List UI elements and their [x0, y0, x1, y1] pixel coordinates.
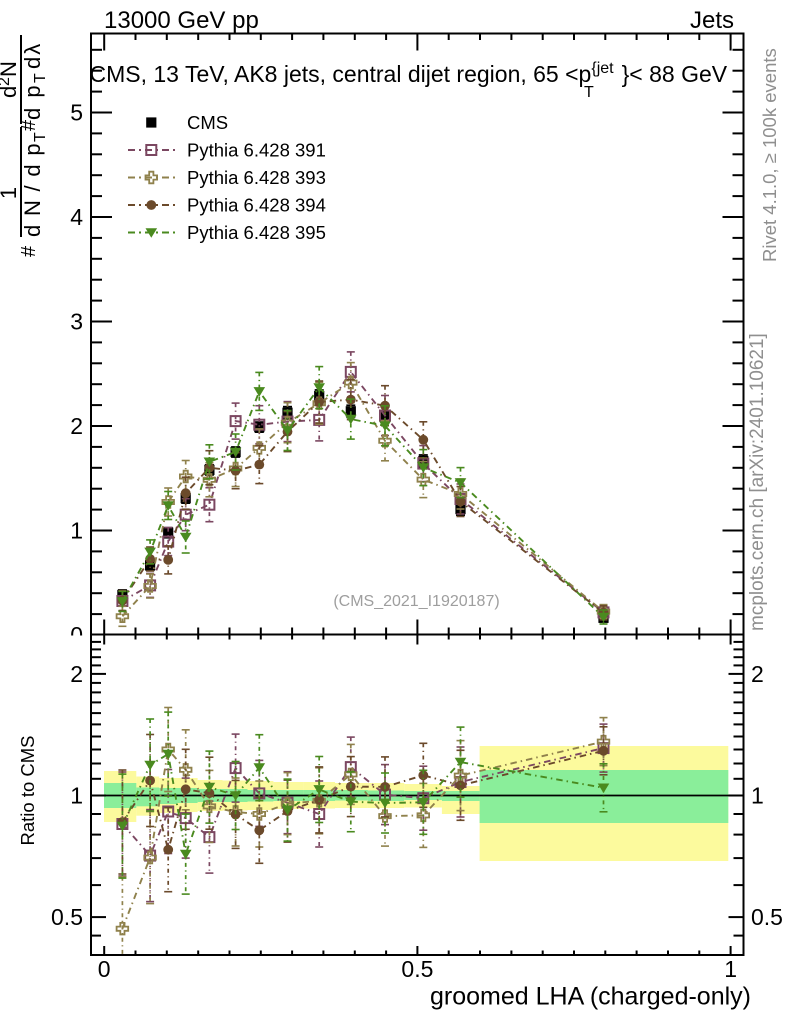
svg-text:1: 1	[70, 518, 83, 544]
svg-text:0.5: 0.5	[401, 956, 433, 982]
svg-text:T: T	[584, 84, 594, 101]
svg-text:2: 2	[70, 661, 83, 687]
svg-text:#: #	[18, 119, 40, 131]
svg-text:0.5: 0.5	[751, 904, 783, 930]
svg-text:(CMS_2021_I1920187): (CMS_2021_I1920187)	[333, 593, 499, 610]
svg-text:d: d	[0, 86, 21, 98]
svg-text:1: 1	[70, 783, 83, 809]
svg-text:2: 2	[70, 413, 83, 439]
svg-text:Ratio to CMS: Ratio to CMS	[17, 735, 38, 845]
svg-text:mcplots.cern.ch [arXiv:2401.10: mcplots.cern.ch [arXiv:2401.10621]	[747, 333, 768, 631]
svg-text:Pythia 6.428 394: Pythia 6.428 394	[187, 195, 326, 216]
svg-text:d N / d p: d N / d p	[20, 142, 45, 237]
svg-text:#: #	[18, 245, 40, 257]
svg-text:3: 3	[70, 309, 83, 335]
svg-text:1: 1	[0, 187, 21, 199]
svg-text:Pythia 6.428 395: Pythia 6.428 395	[187, 222, 326, 243]
svg-text:Jets: Jets	[690, 7, 734, 34]
svg-text:4: 4	[70, 204, 83, 230]
svg-text:Rivet 4.1.0, ≥ 100k events: Rivet 4.1.0, ≥ 100k events	[759, 48, 780, 262]
svg-text:CMS, 13 TeV, AK8 jets, central: CMS, 13 TeV, AK8 jets, central dijet reg…	[90, 60, 728, 87]
svg-text:N: N	[0, 61, 21, 77]
svg-text:1: 1	[724, 956, 737, 982]
svg-text:2: 2	[0, 77, 13, 86]
svg-text:13000 GeV pp: 13000 GeV pp	[104, 7, 259, 34]
svg-text:groomed LHA (charged-only): groomed LHA (charged-only)	[430, 983, 751, 1011]
svg-text:0.5: 0.5	[51, 904, 83, 930]
svg-text:CMS: CMS	[187, 112, 228, 133]
svg-text:Pythia 6.428 391: Pythia 6.428 391	[187, 140, 326, 161]
svg-text:1: 1	[751, 783, 764, 809]
svg-text:T: T	[32, 132, 49, 142]
svg-text:dλ: dλ	[20, 42, 45, 69]
svg-text:2: 2	[751, 661, 764, 687]
svg-text:d p: d p	[20, 83, 45, 120]
svg-text:0: 0	[98, 956, 111, 982]
svg-text:T: T	[32, 73, 49, 83]
svg-text:Pythia 6.428 393: Pythia 6.428 393	[187, 167, 326, 188]
svg-text:5: 5	[70, 100, 83, 126]
